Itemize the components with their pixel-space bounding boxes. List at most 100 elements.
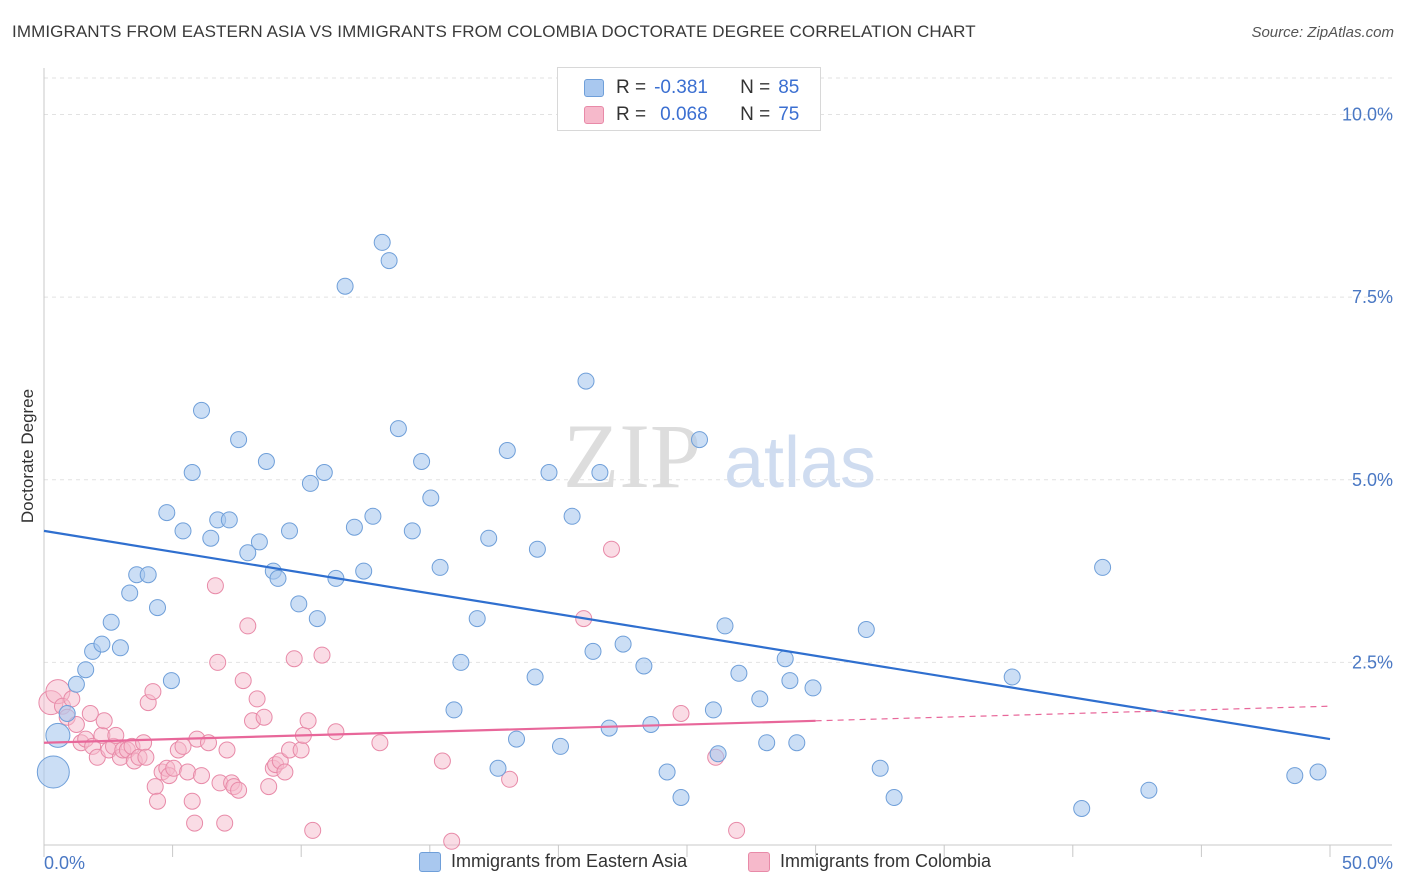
- data-point-eastern-asia: [158, 504, 176, 522]
- data-point-eastern-asia: [591, 464, 609, 481]
- data-point-colombia: [216, 814, 234, 832]
- trend-line-eastern-asia: [43, 529, 1331, 741]
- data-point-eastern-asia: [776, 650, 794, 668]
- data-point-eastern-asia: [111, 639, 129, 657]
- data-point-eastern-asia: [508, 730, 525, 748]
- y-tick-label: 5.0%: [1352, 470, 1393, 490]
- watermark-zip: ZIP: [563, 405, 701, 507]
- data-point-eastern-asia: [162, 672, 180, 690]
- data-point-eastern-asia: [431, 558, 449, 576]
- data-point-eastern-asia: [67, 675, 85, 693]
- bottom-legend-eastern-asia: Immigrants from Eastern Asia: [419, 851, 687, 872]
- data-point-colombia: [144, 683, 162, 701]
- data-point-eastern-asia: [658, 763, 676, 781]
- series-colombia-points: [38, 540, 746, 850]
- data-point-eastern-asia: [857, 621, 875, 638]
- source-label: Source: ZipAtlas.com: [1251, 24, 1394, 41]
- data-point-colombia: [501, 770, 519, 788]
- data-point-eastern-asia: [730, 664, 748, 682]
- data-point-colombia: [239, 617, 257, 635]
- data-point-colombia: [146, 778, 164, 796]
- legend: R = -0.381 N = 85 R = 0.068 N = 75: [557, 67, 821, 131]
- series-eastern-asia-points: [36, 233, 1327, 817]
- data-point-colombia: [149, 792, 166, 810]
- data-point-colombia: [313, 646, 331, 664]
- data-point-eastern-asia: [422, 489, 440, 507]
- x-tick-label: 50.0%: [1342, 853, 1393, 873]
- data-point-colombia: [186, 814, 204, 832]
- data-point-eastern-asia: [781, 672, 799, 690]
- chart-title: IMMIGRANTS FROM EASTERN ASIA VS IMMIGRAN…: [12, 22, 976, 41]
- data-point-eastern-asia: [58, 705, 76, 722]
- data-point-colombia: [209, 653, 227, 671]
- data-point-eastern-asia: [468, 610, 486, 628]
- data-point-eastern-asia: [600, 719, 618, 737]
- data-point-colombia: [234, 672, 252, 690]
- legend-n-value: 75: [778, 104, 800, 125]
- data-point-eastern-asia: [498, 442, 516, 459]
- data-point-colombia: [285, 650, 303, 668]
- data-point-colombia: [135, 734, 153, 752]
- data-point-eastern-asia: [336, 277, 354, 295]
- data-point-eastern-asia: [528, 540, 546, 558]
- data-point-eastern-asia: [315, 464, 333, 481]
- data-point-eastern-asia: [269, 569, 287, 587]
- x-tick-label: 0.0%: [44, 853, 85, 873]
- bottom-legend-swatch-blue: [419, 851, 441, 872]
- data-point-colombia: [371, 734, 389, 752]
- data-point-eastern-asia: [193, 401, 210, 419]
- data-point-eastern-asia: [577, 372, 595, 390]
- data-point-eastern-asia: [584, 642, 602, 660]
- data-point-eastern-asia: [452, 653, 470, 671]
- data-point-colombia: [63, 690, 81, 708]
- y-axis-title: Doctorate Degree: [18, 389, 37, 523]
- data-point-colombia: [230, 781, 248, 799]
- legend-r-label: R =: [616, 104, 647, 125]
- data-point-eastern-asia: [445, 701, 463, 719]
- data-point-eastern-asia: [230, 431, 248, 449]
- data-point-colombia: [672, 705, 690, 722]
- data-point-eastern-asia: [45, 722, 71, 748]
- data-point-eastern-asia: [308, 610, 326, 628]
- data-point-colombia: [276, 763, 294, 781]
- legend-swatch-blue: [584, 79, 604, 97]
- data-point-colombia: [728, 821, 746, 839]
- data-point-colombia: [107, 726, 125, 744]
- data-point-eastern-asia: [301, 474, 319, 492]
- data-point-eastern-asia: [345, 518, 363, 536]
- data-point-eastern-asia: [257, 453, 275, 470]
- data-point-eastern-asia: [804, 679, 822, 697]
- data-point-colombia: [218, 741, 236, 759]
- data-point-colombia: [603, 540, 620, 558]
- data-point-eastern-asia: [121, 584, 139, 602]
- data-point-colombia: [433, 752, 451, 770]
- data-point-eastern-asia: [36, 755, 70, 789]
- trend-line-colombia-extension: [815, 705, 1331, 722]
- data-point-eastern-asia: [183, 464, 201, 481]
- data-point-eastern-asia: [614, 635, 632, 653]
- legend-r-label: R =: [616, 77, 647, 98]
- y-tick-label: 7.5%: [1352, 287, 1393, 307]
- legend-n-label: N =: [740, 77, 771, 98]
- data-point-eastern-asia: [373, 233, 391, 251]
- legend-n-label: N =: [740, 104, 771, 125]
- data-point-eastern-asia: [1073, 800, 1091, 817]
- data-point-colombia: [179, 763, 197, 781]
- data-point-eastern-asia: [1094, 558, 1112, 576]
- data-point-eastern-asia: [480, 529, 498, 547]
- data-point-colombia: [299, 712, 317, 730]
- data-point-eastern-asia: [149, 599, 166, 617]
- data-point-colombia: [137, 748, 155, 766]
- data-point-eastern-asia: [709, 745, 727, 763]
- bottom-legend: Immigrants from Eastern Asia Immigrants …: [0, 851, 1406, 877]
- data-point-colombia: [304, 821, 322, 839]
- data-point-colombia: [165, 759, 183, 777]
- data-point-eastern-asia: [716, 617, 734, 635]
- data-point-eastern-asia: [239, 544, 257, 562]
- data-point-eastern-asia: [93, 635, 111, 653]
- legend-r-value: 0.068: [660, 104, 708, 125]
- tick-labels: 2.5% 5.0% 7.5% 10.0% 0.0% 50.0%: [44, 105, 1393, 873]
- data-point-eastern-asia: [540, 464, 558, 481]
- data-point-eastern-asia: [526, 668, 544, 686]
